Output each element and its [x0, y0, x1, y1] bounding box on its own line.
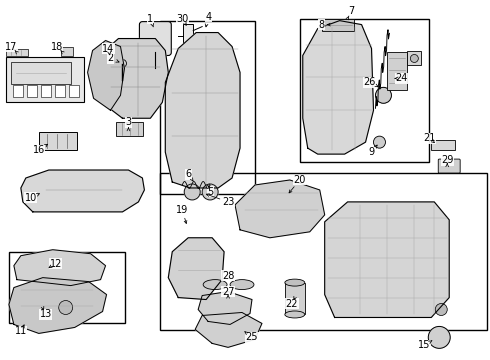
Text: 4: 4	[205, 12, 211, 22]
Circle shape	[184, 184, 200, 200]
Text: 13: 13	[40, 310, 52, 319]
Bar	[160, 173, 487, 330]
Bar	[61, 46, 73, 57]
Bar	[11, 62, 71, 84]
Text: 5: 5	[207, 187, 213, 197]
Bar	[69, 85, 78, 97]
Polygon shape	[165, 32, 240, 188]
Bar	[39, 132, 76, 150]
Text: 21: 21	[423, 133, 436, 143]
Circle shape	[375, 87, 392, 103]
Bar	[322, 19, 354, 31]
Text: 2: 2	[107, 54, 114, 63]
Text: 29: 29	[441, 155, 453, 165]
Bar	[407, 51, 421, 66]
Text: 6: 6	[185, 169, 191, 179]
Text: 18: 18	[50, 41, 63, 51]
Polygon shape	[303, 21, 373, 154]
Polygon shape	[21, 170, 145, 212]
Polygon shape	[9, 278, 106, 333]
Bar	[55, 85, 65, 97]
Circle shape	[373, 136, 386, 148]
Text: 15: 15	[418, 340, 431, 350]
Ellipse shape	[203, 280, 227, 289]
Bar	[183, 24, 193, 54]
Bar	[300, 19, 429, 162]
Polygon shape	[198, 292, 252, 324]
Circle shape	[435, 303, 447, 315]
Text: 14: 14	[102, 44, 115, 54]
Text: 24: 24	[395, 73, 408, 84]
Text: 28: 28	[222, 271, 234, 281]
Bar	[285, 283, 305, 315]
Circle shape	[410, 54, 418, 62]
Text: 8: 8	[318, 19, 325, 30]
Text: 12: 12	[49, 259, 62, 269]
Circle shape	[202, 184, 218, 200]
Bar	[27, 85, 37, 97]
FancyBboxPatch shape	[438, 159, 460, 173]
Text: 3: 3	[125, 117, 131, 127]
Bar	[160, 21, 255, 194]
Ellipse shape	[285, 311, 305, 318]
Bar	[9, 252, 125, 323]
Text: 16: 16	[33, 145, 45, 155]
Bar	[388, 53, 407, 90]
Polygon shape	[14, 250, 105, 285]
Text: 23: 23	[222, 197, 234, 207]
Text: 27: 27	[222, 287, 234, 297]
Polygon shape	[325, 202, 449, 318]
Bar	[41, 85, 51, 97]
Polygon shape	[168, 238, 224, 300]
Bar	[6, 49, 28, 57]
Polygon shape	[195, 312, 262, 347]
Text: 25: 25	[245, 332, 258, 342]
Bar	[431, 140, 455, 150]
Text: 9: 9	[368, 147, 374, 157]
Ellipse shape	[230, 280, 254, 289]
Bar	[116, 122, 144, 136]
Circle shape	[428, 327, 450, 348]
Text: 7: 7	[348, 6, 355, 15]
Text: 17: 17	[5, 41, 17, 51]
Text: 30: 30	[176, 14, 188, 24]
Text: 22: 22	[286, 298, 298, 309]
Polygon shape	[235, 180, 325, 238]
Circle shape	[59, 301, 73, 315]
Ellipse shape	[285, 279, 305, 286]
Bar	[6, 58, 84, 102]
Text: 26: 26	[363, 77, 376, 87]
Text: 11: 11	[15, 327, 27, 336]
Text: 10: 10	[24, 193, 37, 203]
Text: 20: 20	[294, 175, 306, 185]
Polygon shape	[98, 39, 168, 118]
Text: 1: 1	[147, 14, 153, 24]
Polygon shape	[88, 41, 124, 110]
Bar	[13, 85, 23, 97]
FancyBboxPatch shape	[140, 22, 171, 55]
Text: 19: 19	[176, 205, 188, 215]
